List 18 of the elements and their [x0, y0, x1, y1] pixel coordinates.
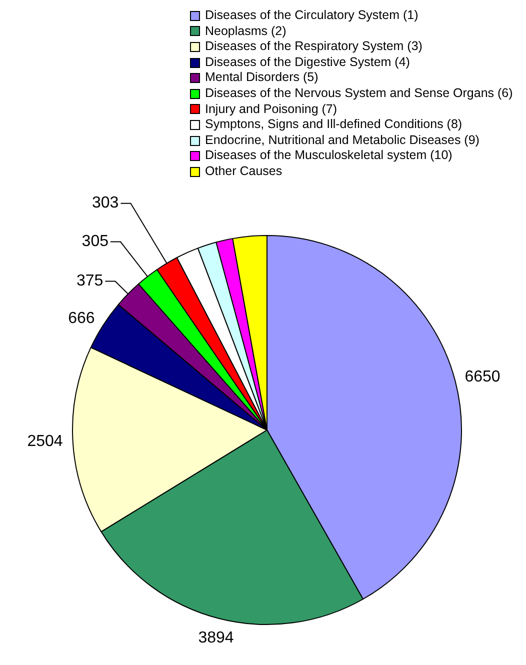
legend-label: Diseases of the Respiratory System (3): [205, 39, 422, 55]
data-label: 375: [76, 272, 104, 290]
legend-label: Other Causes: [205, 164, 282, 180]
data-label: 303: [92, 194, 119, 212]
data-label: 666: [68, 310, 95, 328]
legend-label: Diseases of the Circulatory System (1): [205, 8, 418, 24]
data-label: 3894: [198, 629, 234, 646]
legend-label: Injury and Poisoning (7): [205, 102, 338, 118]
data-label: 6650: [464, 368, 500, 386]
legend-label: Diseases of the Nervous System and Sense Organs (6): [205, 86, 513, 102]
legend-label: Endocrine, Nutritional and Metabolic Diseases (9): [205, 132, 480, 148]
legend-label: Diseases of the Digestive System (4): [205, 54, 410, 70]
legend-label: Symptons, Signs and Ill-defined Conditions (8): [205, 117, 462, 133]
legend-label: Neoplasms (2): [205, 24, 286, 40]
legend-label: Diseases of the Musculoskeletal system (10): [205, 148, 452, 164]
data-label: 305: [82, 233, 109, 250]
legend-label: Mental Disorders (5): [205, 70, 318, 86]
data-label: 2504: [27, 432, 63, 450]
